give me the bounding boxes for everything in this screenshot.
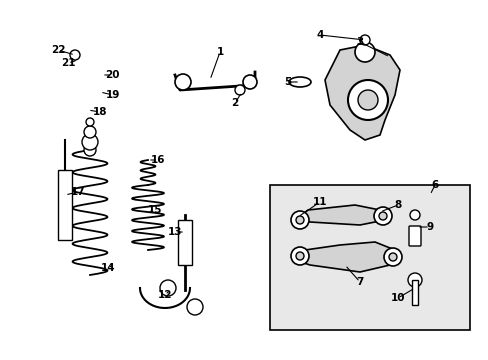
Text: 3: 3 [356, 37, 363, 47]
Circle shape [359, 35, 369, 45]
Bar [178, 220, 192, 265]
Circle shape [84, 144, 96, 156]
Bar [269, 185, 469, 330]
Text: 8: 8 [393, 200, 401, 210]
Text: 2: 2 [231, 98, 238, 108]
Circle shape [160, 280, 176, 296]
Text: 21: 21 [61, 58, 75, 68]
Text: 9: 9 [426, 222, 433, 232]
Circle shape [347, 80, 387, 120]
Text: 18: 18 [93, 107, 107, 117]
Ellipse shape [288, 77, 310, 87]
Text: 13: 13 [167, 227, 182, 237]
Circle shape [388, 253, 396, 261]
Circle shape [383, 248, 401, 266]
Bar [58, 170, 72, 240]
Circle shape [407, 273, 421, 287]
Polygon shape [294, 242, 394, 272]
Circle shape [84, 126, 96, 138]
Circle shape [290, 247, 308, 265]
Circle shape [175, 74, 191, 90]
FancyBboxPatch shape [408, 226, 420, 246]
Text: 11: 11 [312, 197, 326, 207]
Circle shape [354, 42, 374, 62]
Text: 10: 10 [390, 293, 405, 303]
Circle shape [243, 75, 257, 89]
Text: 22: 22 [51, 45, 65, 55]
Text: 7: 7 [356, 277, 363, 287]
Text: 14: 14 [101, 263, 115, 273]
Circle shape [378, 212, 386, 220]
Circle shape [235, 85, 244, 95]
Circle shape [357, 90, 377, 110]
Circle shape [295, 252, 304, 260]
Text: 16: 16 [150, 155, 165, 165]
Circle shape [290, 211, 308, 229]
Text: 15: 15 [147, 205, 162, 215]
Polygon shape [294, 205, 384, 225]
Circle shape [86, 118, 94, 126]
Text: 12: 12 [158, 290, 172, 300]
Text: 6: 6 [430, 180, 438, 190]
Text: 1: 1 [216, 47, 223, 57]
Text: 5: 5 [284, 77, 291, 87]
Circle shape [82, 134, 98, 150]
Text: 17: 17 [71, 187, 85, 197]
Circle shape [70, 50, 80, 60]
Polygon shape [325, 45, 399, 140]
Circle shape [409, 210, 419, 220]
Circle shape [295, 216, 304, 224]
Text: 4: 4 [316, 30, 323, 40]
Text: 19: 19 [105, 90, 120, 100]
Text: 20: 20 [104, 70, 119, 80]
Bar [411, 280, 417, 305]
Circle shape [186, 299, 203, 315]
Circle shape [373, 207, 391, 225]
